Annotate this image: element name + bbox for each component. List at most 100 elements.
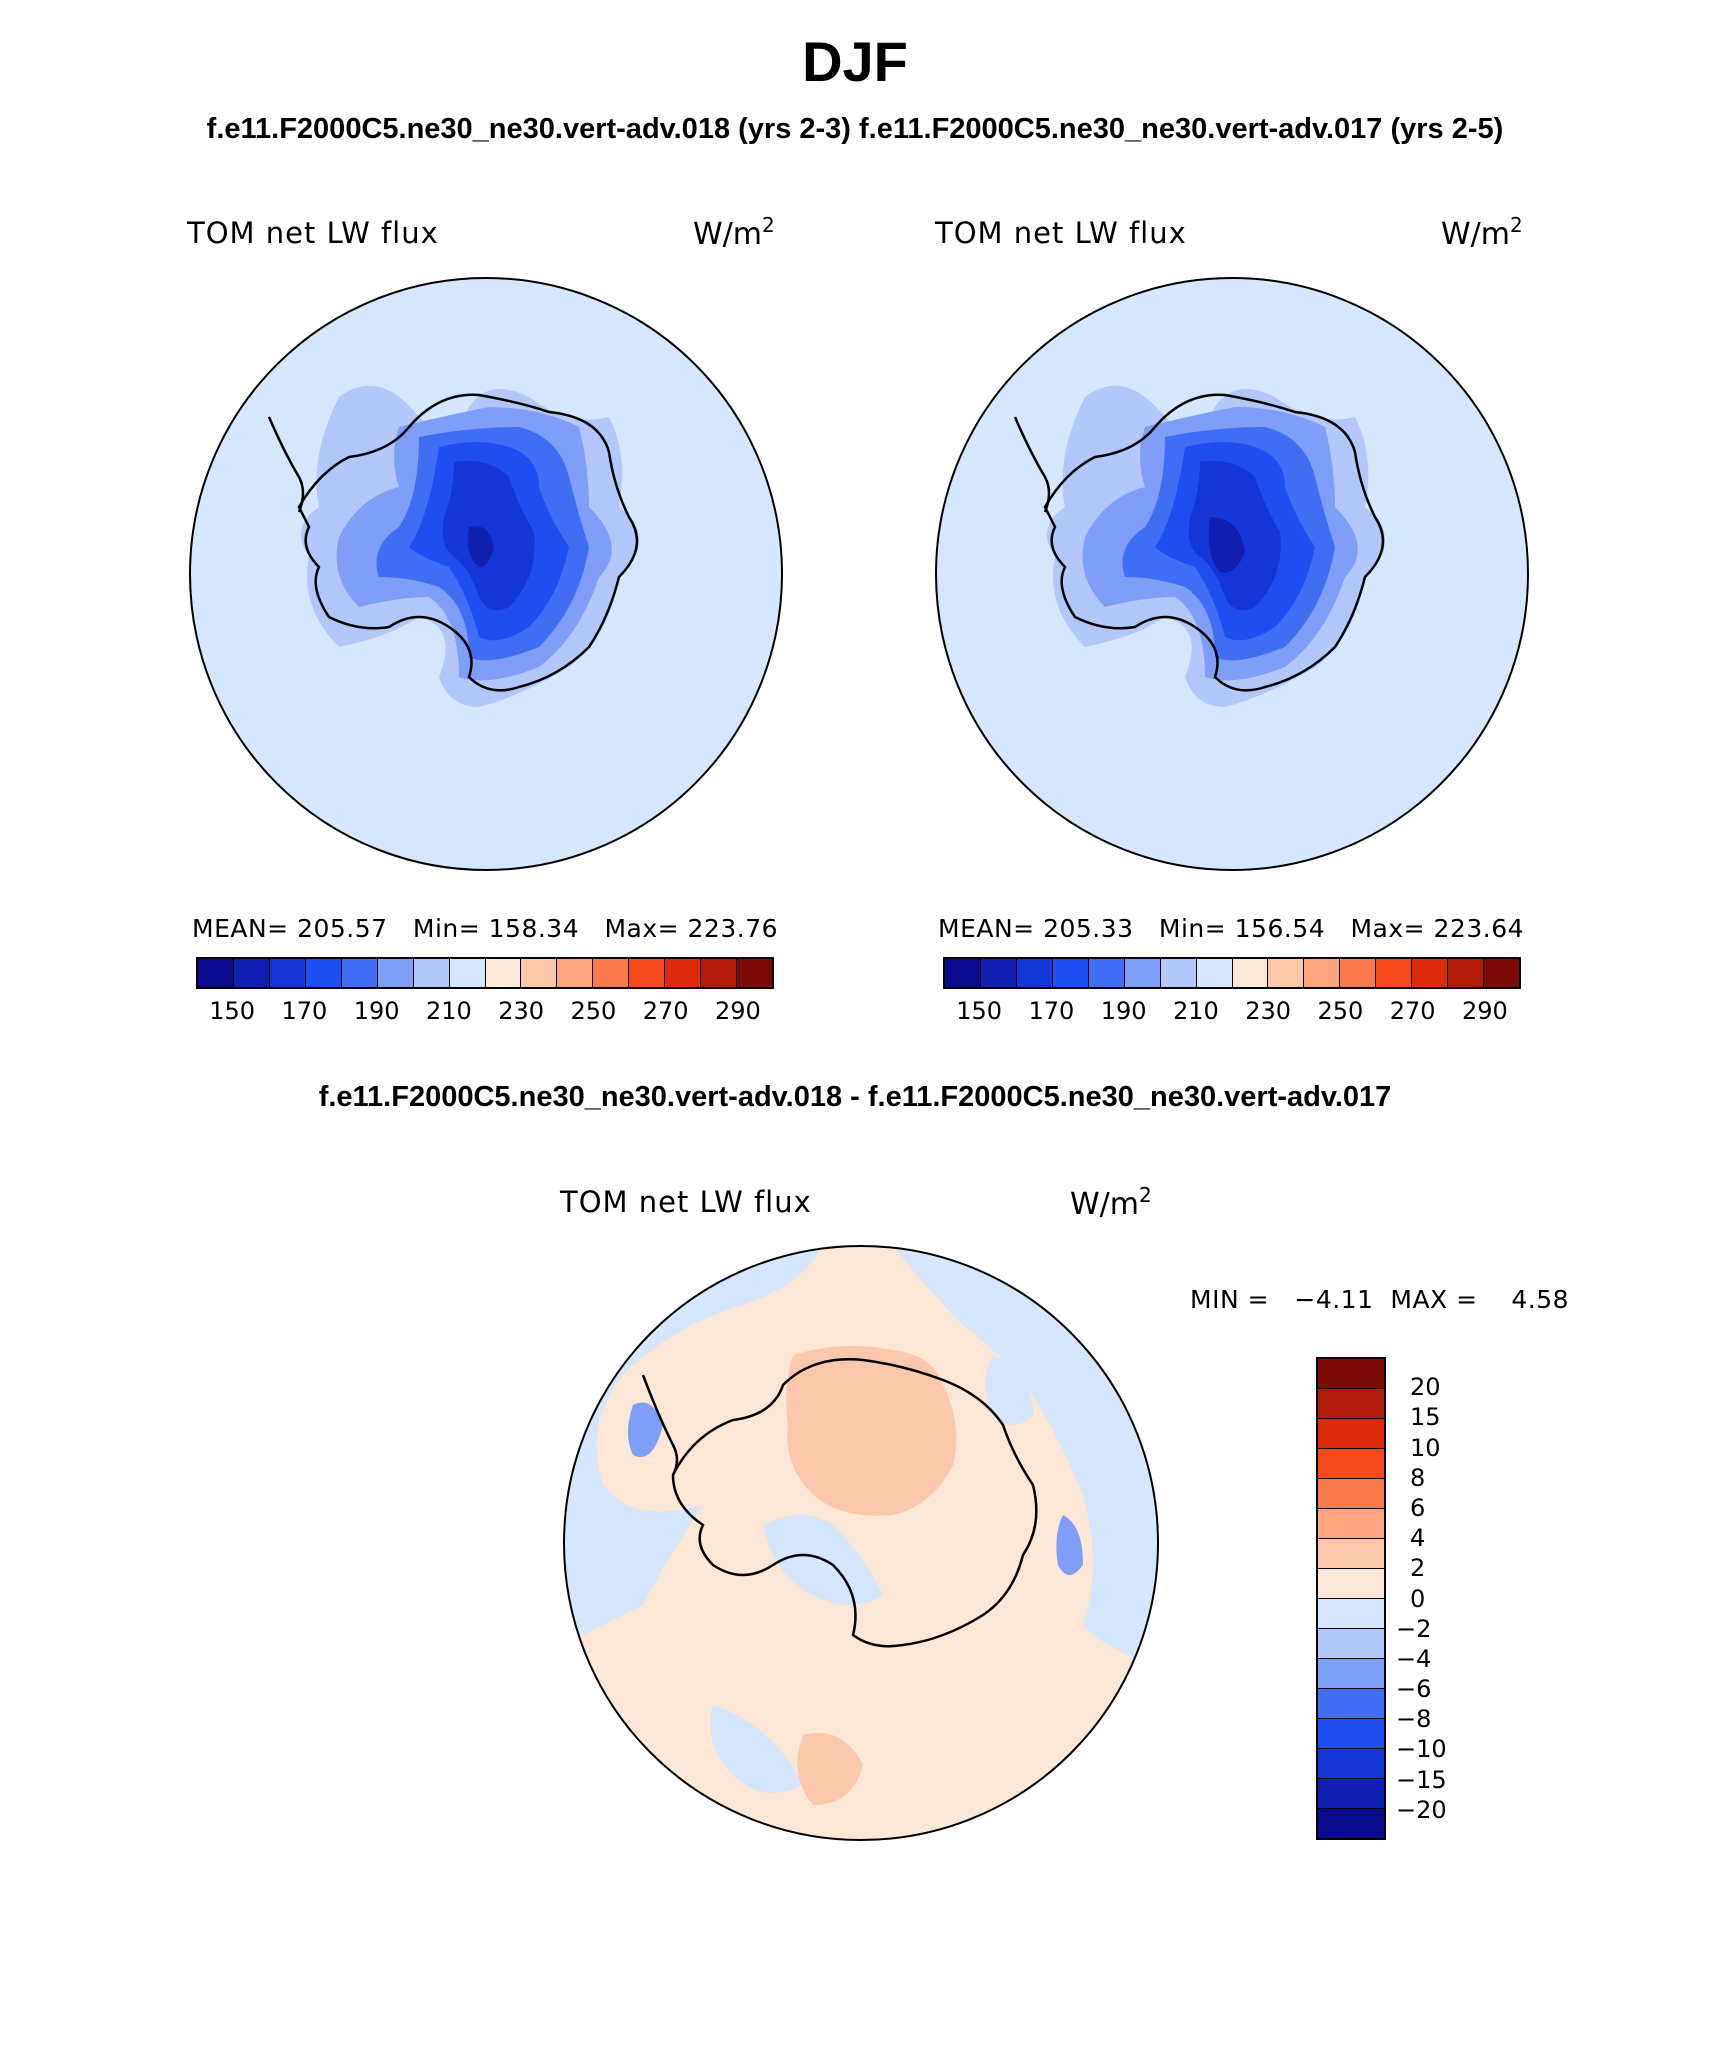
panel-1-colorbar-ticks: 150 170 190 210 230 250 270 290 [196, 997, 774, 1027]
diff-colorbar-ticks: 20 15 10 8 6 4 2 0 −2 −4 −6 −8 −10 −15 −20 [1396, 1357, 1466, 1840]
panel-1-colorbar-tick-label: 290 [714, 997, 761, 1025]
diff-negative-patch-2 [1056, 1515, 1083, 1575]
panel-2-colorbar-tick-label: 250 [1317, 997, 1364, 1025]
panel-1-colorbar-tick-label: 230 [498, 997, 545, 1025]
panel-1-colorbar-swatch [521, 959, 558, 987]
diff-units: W/m2 [1070, 1178, 1152, 1222]
diff-positive-patch-1 [786, 1346, 957, 1516]
panel-2-colorbar-swatch [1124, 959, 1161, 987]
panel-1-colorbar-tick-label: 210 [425, 997, 472, 1025]
panel-2-peninsula-coastline [1013, 416, 1051, 513]
diff-negative-patch-1 [628, 1402, 663, 1457]
diff-colorbar-tick-label: 10 [1410, 1433, 1441, 1462]
panel-2-colorbar-swatch [945, 959, 981, 987]
panel-1-colorbar-tick-label: 150 [209, 997, 256, 1025]
diff-antarctica-coastline [671, 1358, 1038, 1648]
panel-2-colorbar-swatch [1340, 959, 1377, 987]
panel-2-colorbar-swatch [1232, 959, 1269, 987]
panel-1-colorbar-swatch [629, 959, 666, 987]
panel-1-colorbar-swatch [198, 959, 234, 987]
panel-1-colorbar-swatch [557, 959, 594, 987]
panel-2-antarctica-coastline [1043, 393, 1385, 692]
diff-colorbar-tick-label: 6 [1410, 1493, 1426, 1522]
panel-1-colorbar-swatch [737, 959, 772, 987]
panel-1-units: W/m2 [693, 208, 775, 252]
diff-colorbar-swatch [1318, 1359, 1384, 1389]
panel-1-colorbar-swatch [377, 959, 414, 987]
panel-1-colorbar-swatch [341, 959, 378, 987]
panel-1-colorbar-swatch [485, 959, 522, 987]
page-title: DJF [802, 30, 908, 93]
panel-1-stats: MEAN= 205.57 Min= 158.34 Max= 223.76 [192, 914, 779, 943]
panel-2-colorbar-tick-label: 170 [1028, 997, 1075, 1025]
panel-2-colorbar-tick-label: 290 [1461, 997, 1508, 1025]
panel-2-colorbar-ticks: 150 170 190 210 230 250 270 290 [943, 997, 1521, 1027]
diff-colorbar-tick-label: 8 [1410, 1463, 1426, 1492]
panel-2-colorbar-tick-label: 190 [1100, 997, 1147, 1025]
panel-1-colorbar-swatch [269, 959, 306, 987]
panel-2-colorbar-swatch [1268, 959, 1305, 987]
difference-subtitle: f.e11.F2000C5.ne30_ne30.vert-adv.018 - f… [318, 1081, 1392, 1113]
diff-negative-patch-3 [985, 1355, 1033, 1425]
panel-2-stats: MEAN= 205.33 Min= 156.54 Max= 223.64 [938, 914, 1525, 943]
diff-polar-map [563, 1245, 1159, 1841]
diff-negative-region-south [710, 1705, 803, 1793]
panel-1-colorbar-swatch [665, 959, 702, 987]
diff-colorbar-tick-label: 20 [1410, 1373, 1441, 1402]
diff-colorbar [1316, 1357, 1386, 1840]
panel-2-units-exp: 2 [1510, 213, 1523, 237]
diff-colorbar-swatch [1318, 1719, 1384, 1749]
diff-colorbar-tick-label: −4 [1396, 1644, 1432, 1673]
panel-2-colorbar-swatch [1376, 959, 1413, 987]
case-subtitle: f.e11.F2000C5.ne30_ne30.vert-adv.018 (yr… [206, 113, 1504, 145]
diff-colorbar-swatch [1318, 1809, 1384, 1838]
diff-colorbar-swatch [1318, 1599, 1384, 1629]
panel-2-colorbar-swatch [1052, 959, 1089, 987]
diff-positive-patch-2 [797, 1733, 863, 1805]
panel-1-colorbar-tick-label: 190 [353, 997, 400, 1025]
diff-colorbar-swatch [1318, 1779, 1384, 1809]
panel-1-map-border [189, 277, 783, 871]
diff-colorbar-tick-label: 4 [1410, 1524, 1426, 1553]
panel-2-map-border [935, 277, 1529, 871]
panel-1-colorbar-swatch [305, 959, 342, 987]
panel-1-colorbar-tick-label: 250 [570, 997, 617, 1025]
panel-1-colorbar-swatch [413, 959, 450, 987]
panel-2-units-base: W/m [1441, 217, 1510, 252]
diff-colorbar-swatch [1318, 1629, 1384, 1659]
panel-2-colorbar-tick-label: 270 [1389, 997, 1436, 1025]
diff-colorbar-tick-label: −10 [1396, 1735, 1447, 1764]
diff-colorbar-swatch [1318, 1419, 1384, 1449]
panel-2-colorbar-swatch [1484, 959, 1519, 987]
panel-2-colorbar-swatch [1304, 959, 1341, 987]
diff-colorbar-swatch [1318, 1569, 1384, 1599]
panel-2-field-label: TOM net LW flux [935, 216, 1187, 250]
diff-colorbar-tick-label: −8 [1396, 1705, 1432, 1734]
diff-min-max: MIN = −4.11 MAX = 4.58 [1190, 1285, 1570, 1314]
diff-colorbar-swatch [1318, 1389, 1384, 1419]
panel-2-colorbar-tick-label: 150 [956, 997, 1003, 1025]
panel-2-colorbar-swatch [980, 959, 1017, 987]
panel-1-polar-map [189, 277, 783, 871]
panel-2-colorbar [943, 957, 1521, 989]
panel-2-colorbar-swatch [1160, 959, 1197, 987]
panel-1-colorbar-swatch [449, 959, 486, 987]
panel-2-units: W/m2 [1441, 208, 1523, 252]
diff-colorbar-swatch [1318, 1509, 1384, 1539]
panel-1-colorbar [196, 957, 774, 989]
panel-1-peninsula-coastline [267, 416, 305, 513]
diff-units-base: W/m [1070, 1187, 1139, 1222]
diff-colorbar-tick-label: 0 [1410, 1584, 1426, 1613]
diff-colorbar-swatch [1318, 1749, 1384, 1779]
panel-2-colorbar-swatch [1448, 959, 1485, 987]
panel-1-antarctica-coastline [297, 393, 639, 692]
panel-2-contour-160 [1208, 517, 1245, 573]
panel-2-colorbar-swatch [1016, 959, 1053, 987]
panel-1-field-label: TOM net LW flux [187, 216, 439, 250]
diff-peninsula-coastline [641, 1374, 679, 1476]
diff-colorbar-tick-label: −20 [1396, 1795, 1447, 1824]
diff-field-label: TOM net LW flux [560, 1185, 812, 1219]
panel-1-units-base: W/m [693, 217, 762, 252]
panel-2-colorbar-swatch [1196, 959, 1233, 987]
diff-colorbar-tick-label: 2 [1410, 1554, 1426, 1583]
